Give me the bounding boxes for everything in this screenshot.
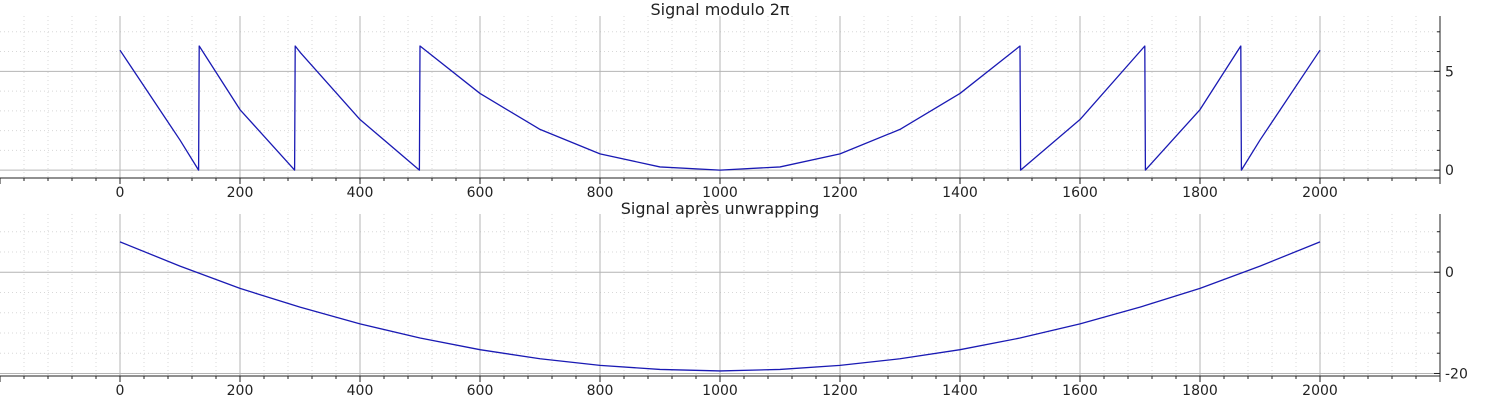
x-tick-label: 1800: [1182, 185, 1218, 201]
x-tick-label: 400: [347, 383, 374, 399]
x-tick-label: 200: [227, 185, 254, 201]
y-tick-label: -20: [1445, 366, 1468, 382]
plot-signal-unwrapped: 0 200 400 600 800 1000 1200 1400 1600 1800 2000 -20…: [0, 199, 1468, 399]
x-tick-label: 600: [467, 185, 494, 201]
x-tick-label: 800: [587, 383, 614, 399]
x-tick-label: 1600: [1062, 185, 1098, 201]
y-tick-label: 0: [1445, 163, 1454, 179]
chart-title: Signal modulo 2π: [650, 0, 789, 19]
x-tick-label: 400: [347, 185, 374, 201]
plot-signal-modulo: 0 200 400 600 800 1000 1200 1400 1600 1800 2000 0 5 S…: [0, 0, 1454, 201]
x-tick-label: 1000: [702, 185, 738, 201]
x-tick-label: 1600: [1062, 383, 1098, 399]
x-tick-label: 1000: [702, 383, 738, 399]
x-tick-label: 1800: [1182, 383, 1218, 399]
y-tick-label: 0: [1445, 265, 1454, 281]
series-line: [119, 45, 1321, 171]
x-tick-label: 1400: [942, 383, 978, 399]
x-tick-label: 600: [467, 383, 494, 399]
series-line: [119, 241, 1321, 372]
x-tick-label: 200: [227, 383, 254, 399]
x-tick-label: 1200: [822, 383, 858, 399]
x-tick-label: 2000: [1302, 185, 1338, 201]
chart-title: Signal après unwrapping: [621, 199, 820, 218]
x-tick-label: 2000: [1302, 383, 1338, 399]
y-tick-label: 5: [1445, 64, 1454, 80]
x-tick-label: 1200: [822, 185, 858, 201]
x-tick-label: 0: [116, 185, 125, 201]
x-tick-label: 0: [116, 383, 125, 399]
x-tick-label: 800: [587, 185, 614, 201]
x-tick-label: 1400: [942, 185, 978, 201]
